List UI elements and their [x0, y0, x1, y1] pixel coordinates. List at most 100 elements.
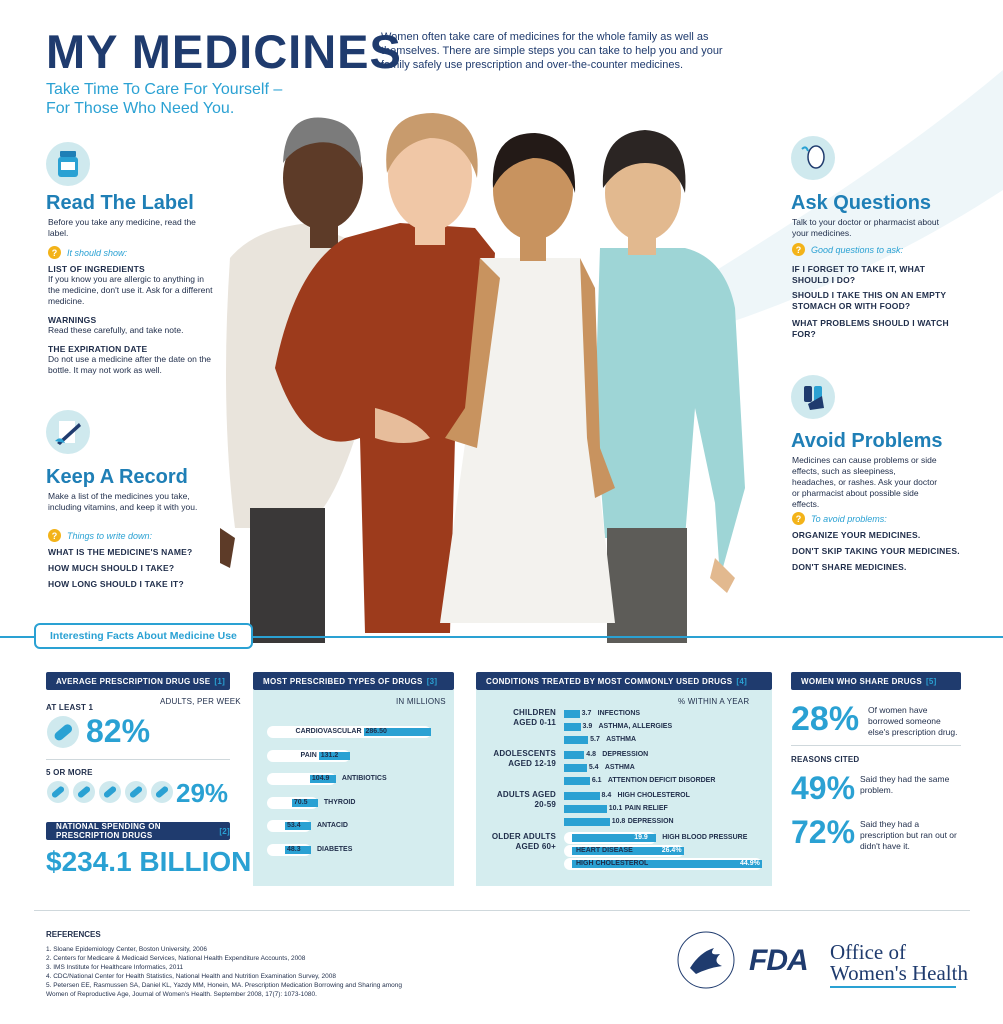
stat3-value: 72%: [791, 814, 856, 850]
reference-item: 1. Sloane Epidemiology Center, Boston Un…: [46, 946, 208, 953]
ask-questions-item: SHOULD I TAKE THIS ON AN EMPTY STOMACH O…: [792, 290, 947, 311]
hhs-seal-logo: [677, 931, 735, 989]
woman-thinking-icon: [791, 136, 835, 180]
facts-divider: [0, 636, 1003, 638]
keep-record-title: Keep A Record: [46, 466, 188, 488]
stat2-text: Said they had the same problem.: [860, 774, 950, 795]
group-label: OLDER ADULTS AGED 60+: [491, 832, 556, 851]
bar: [564, 764, 587, 772]
pen-writing-icon: [46, 410, 90, 454]
bar-category-label: INFECTIONS: [597, 710, 641, 717]
bar: [572, 860, 762, 868]
women-share-header-text: WOMEN WHO SHARE DRUGS: [801, 676, 922, 686]
references-divider: [34, 910, 970, 911]
bar-value-label: 10.8: [611, 818, 626, 825]
bar: [564, 723, 581, 731]
bar: [564, 710, 580, 718]
avoid-problems-title: Avoid Problems: [791, 430, 943, 452]
bar-category-label: ANTIBIOTICS: [341, 775, 387, 782]
page-title: MY MEDICINES: [46, 25, 402, 78]
bar: [363, 728, 431, 736]
bar-category-label: PAIN: [300, 751, 317, 759]
spending-header-text: NATIONAL SPENDING ON PRESCRIPTION DRUGS: [56, 822, 161, 840]
bar: [564, 792, 600, 800]
question-icon: ?: [48, 246, 61, 259]
group-label: ADULTS AGED 20-59: [496, 790, 556, 809]
read-label-list: LIST OF INGREDIENTS If you know you are …: [48, 264, 218, 376]
prescribed-unit: IN MILLIONS: [396, 697, 446, 706]
bar-value-label: 3.7: [581, 710, 592, 717]
pill-icon: [47, 781, 69, 803]
pill-icon: [73, 781, 95, 803]
women-illustration: [220, 113, 745, 643]
bar: [285, 822, 311, 830]
reference-item: 2. Centers for Medicare & Medicaid Servi…: [46, 955, 306, 962]
bar: [285, 845, 311, 854]
bar-category-label: HEART DISEASE: [576, 847, 633, 854]
stat3-text: Said they had a prescription but ran out…: [860, 819, 957, 851]
avg-use-row1-value: 82%: [86, 713, 151, 749]
bar-category-label: ATTENTION DEFICIT DISORDER: [607, 777, 716, 784]
reference-item: 5. Petersen EE, Rasmussen SA, Daniel KL,…: [46, 982, 402, 998]
stat1-value: 28%: [791, 700, 860, 738]
bar-value-label: 5.4: [588, 764, 599, 771]
owh-underline: [830, 986, 956, 988]
stat1-text: Of women have borrowed someone else's pr…: [868, 705, 958, 737]
bar: [564, 777, 590, 785]
reasons-label: REASONS CITED: [791, 755, 860, 764]
read-label-prompt-row: ? It should show:: [48, 246, 127, 259]
read-label-item: THE EXPIRATION DATE Do not use a medicin…: [48, 344, 218, 376]
read-label-text: Before you take any medicine, read the l…: [48, 217, 196, 238]
avg-use-row2-value: 29%: [176, 778, 229, 808]
bar-value-label: 48.3: [287, 845, 301, 853]
conditions-ref: [4]: [736, 676, 748, 686]
prescribed-header: MOST PRESCRIBED TYPES OF DRUGS [3]: [253, 672, 454, 690]
conditions-header-text: CONDITIONS TREATED BY MOST COMMONLY USED…: [486, 676, 733, 686]
bar: [564, 751, 585, 759]
avoid-problems-prompt-row: ? To avoid problems:: [792, 512, 887, 525]
bar-value-label: 104.9: [311, 775, 330, 782]
medicine-bottle-icon: [46, 142, 90, 186]
bar-category-label: DIABETES: [317, 845, 353, 853]
reference-item: 3. IMS Institute for Healthcare Informat…: [46, 964, 184, 971]
read-label-title: Read The Label: [46, 192, 194, 214]
bar-category-label: ANTACID: [317, 822, 348, 829]
avoid-problems-item: ORGANIZE YOUR MEDICINES.: [792, 530, 921, 540]
women-share-header: WOMEN WHO SHARE DRUGS [5]: [791, 672, 961, 690]
bar-value-label: 26.4%: [661, 847, 682, 854]
keep-record-prompt-row: ? Things to write down:: [48, 529, 152, 542]
bar: [564, 818, 610, 826]
avg-use-row1-label: AT LEAST 1: [46, 703, 94, 712]
bar-category-label: ASTHMA: [606, 736, 637, 743]
bar-value-label: 4.8: [586, 751, 597, 758]
reference-item: 4. CDC/National Center for Health Statis…: [46, 973, 336, 980]
question-icon: ?: [792, 243, 805, 256]
bar: [572, 834, 657, 842]
ask-questions-item: WHAT PROBLEMS SHOULD I WATCH FOR?: [792, 318, 949, 339]
read-label-item-heading: LIST OF INGREDIENTS: [48, 264, 145, 274]
background-swoosh: [560, 70, 1003, 370]
women-share-ref: [5]: [925, 676, 937, 686]
bar-category-label: DEPRESSION: [627, 818, 674, 825]
conditions-chart: 3.7 INFECTIONS 3.9 ASTHMA, ALLERGIES 5.7 ASTH…: [476, 690, 772, 886]
spending-ref: [2]: [219, 826, 230, 836]
intro-text: Women often take care of medicines for t…: [381, 31, 723, 71]
owh-logo: Office of Women's Health: [830, 942, 968, 984]
divider: [46, 759, 230, 760]
group-label: CHILDREN AGED 0-11: [513, 708, 556, 727]
bar: [564, 805, 607, 813]
conditions-unit: % WITHIN A YEAR: [678, 697, 750, 706]
read-label-item-heading: WARNINGS: [48, 315, 97, 325]
pill-icons-row: [46, 780, 174, 804]
read-label-prompt: It should show:: [67, 247, 128, 258]
bar: [318, 751, 350, 760]
read-label-item: WARNINGS Read these carefully, and take …: [48, 315, 218, 336]
references-list: 1. Sloane Epidemiology Center, Boston Un…: [46, 945, 426, 999]
bar-value-label: 3.9: [582, 723, 593, 730]
prescribed-chart: 286.50 CARDIOVASCULAR 131.2 PAIN 104.9 ANTIBI…: [253, 690, 454, 886]
keep-record-item: WHAT IS THE MEDICINE'S NAME?: [48, 547, 193, 557]
bar-value-label: 70.5: [293, 798, 308, 806]
avg-use-header: AVERAGE PRESCRIPTION DRUG USE [1]: [46, 672, 230, 690]
avg-use-unit: ADULTS, PER WEEK: [160, 697, 241, 706]
ask-questions-item: IF I FORGET TO TAKE IT, WHAT SHOULD I DO…: [792, 264, 926, 285]
